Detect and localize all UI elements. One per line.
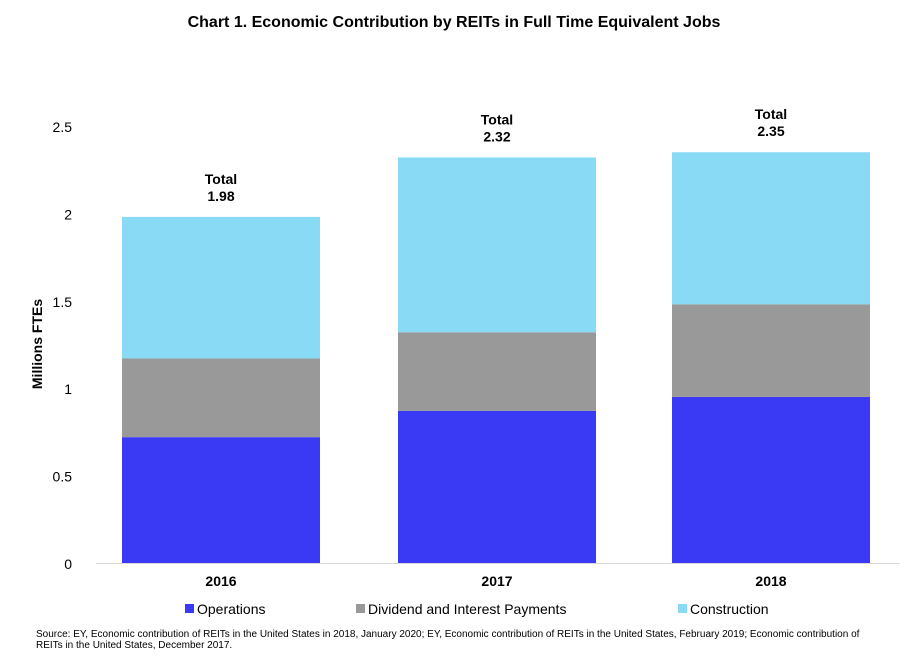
legend-swatch xyxy=(678,604,687,613)
y-tick-label: 2.5 xyxy=(53,119,73,135)
y-tick-label: 1.5 xyxy=(53,294,73,310)
plot-area: 00.511.522.5Total1.982016Total2.322017To… xyxy=(53,106,900,589)
total-label: Total xyxy=(205,171,237,187)
total-label: Total xyxy=(481,111,513,127)
x-tick-label: 2016 xyxy=(205,573,236,589)
y-tick-label: 0 xyxy=(64,556,72,572)
y-axis-label: Millions FTEs xyxy=(29,299,45,389)
y-tick-label: 2 xyxy=(64,206,72,222)
legend-label: Operations xyxy=(197,601,265,617)
bar-construction-2016 xyxy=(122,216,320,359)
total-label: Total xyxy=(755,106,787,122)
legend-label: Dividend and Interest Payments xyxy=(368,601,566,617)
total-value: 2.35 xyxy=(757,123,784,139)
bar-operations-2018 xyxy=(672,396,870,563)
total-value: 2.32 xyxy=(483,128,510,144)
y-tick-label: 1 xyxy=(64,381,72,397)
legend-label: Construction xyxy=(690,601,769,617)
bar-dividend-and-interest-payments-2018 xyxy=(672,304,870,397)
bar-dividend-and-interest-payments-2017 xyxy=(398,332,596,411)
legend-swatch xyxy=(356,604,365,613)
total-value: 1.98 xyxy=(207,188,234,204)
y-tick-label: 0.5 xyxy=(53,469,73,485)
bar-operations-2016 xyxy=(122,437,320,563)
bar-construction-2018 xyxy=(672,152,870,305)
x-tick-label: 2018 xyxy=(755,573,786,589)
source-note: Source: EY, Economic contribution of REI… xyxy=(36,629,860,651)
legend-swatch xyxy=(185,604,194,613)
bar-operations-2017 xyxy=(398,410,596,563)
x-tick-label: 2017 xyxy=(481,573,512,589)
chart-title: Chart 1. Economic Contribution by REITs … xyxy=(188,14,721,31)
bar-dividend-and-interest-payments-2016 xyxy=(122,358,320,438)
legend: Operations Dividend and Interest Payments… xyxy=(185,601,769,617)
bar-construction-2017 xyxy=(398,157,596,333)
